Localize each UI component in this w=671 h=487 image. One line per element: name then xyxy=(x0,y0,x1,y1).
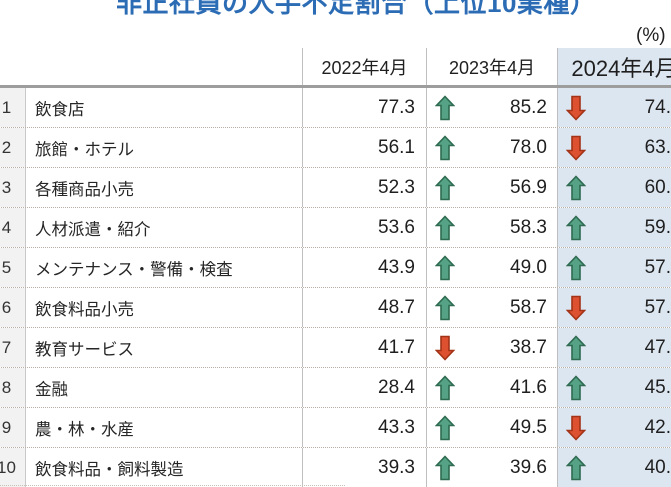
column-header-2023: 2023年4月 xyxy=(426,48,557,85)
industry-name-cell: 飲食店 xyxy=(25,88,302,127)
rank-cell: 1 xyxy=(0,88,25,127)
trend-up-icon xyxy=(566,334,586,361)
trend-up-icon xyxy=(566,454,586,481)
rank-cell: 2 xyxy=(0,128,25,167)
rank-cell: 3 xyxy=(0,168,25,207)
table-row: 6 飲食料品小売 48.7 58.7 57. xyxy=(0,287,671,327)
industry-name-cell: メンテナンス・警備・検査 xyxy=(25,248,302,287)
trend-up-icon xyxy=(435,254,455,281)
industry-name-cell: 教育サービス xyxy=(25,328,302,367)
table-row: 5 メンテナンス・警備・検査 43.9 49.0 57. xyxy=(0,247,671,287)
value-2023-cell: 56.9 xyxy=(426,168,557,207)
rank-cell: 10 xyxy=(0,448,25,487)
value-2023-cell: 85.2 xyxy=(426,88,557,127)
column-header-2024: 2024年4月 xyxy=(557,48,671,85)
value-2024-cell: 63. xyxy=(557,128,671,167)
value-2022-cell: 56.1 xyxy=(302,128,426,167)
value-2023-cell: 49.0 xyxy=(426,248,557,287)
page-title: 非正社員の人手不足割合（上位10業種） xyxy=(116,0,597,18)
value-2024-cell: 74. xyxy=(557,88,671,127)
table-body: 1 飲食店 77.3 85.2 74. 2 旅館・ホテル 56.1 78.0 6 xyxy=(0,85,671,487)
value-2022-cell: 77.3 xyxy=(302,88,426,127)
trend-up-icon xyxy=(566,174,586,201)
industry-name-cell: 各種商品小売 xyxy=(25,168,302,207)
trend-up-icon xyxy=(566,214,586,241)
trend-up-icon xyxy=(435,214,455,241)
trend-down-icon xyxy=(566,135,586,161)
table-header-row: 2022年4月 2023年4月 2024年4月 xyxy=(0,48,671,85)
industry-name-cell: 人材派遣・紹介 xyxy=(25,208,302,247)
shortage-table: 2022年4月 2023年4月 2024年4月 1 飲食店 77.3 85.2 … xyxy=(0,48,671,487)
value-2022-cell: 52.3 xyxy=(302,168,426,207)
column-header-2022: 2022年4月 xyxy=(302,48,426,85)
value-2023-cell: 49.5 xyxy=(426,408,557,447)
industry-name-cell: 農・林・水産 xyxy=(25,408,302,447)
trend-up-icon xyxy=(435,294,455,321)
rank-cell: 9 xyxy=(0,408,25,447)
value-2024-cell: 57. xyxy=(557,288,671,327)
value-2024-cell: 47. xyxy=(557,328,671,367)
value-2022-cell: 28.4 xyxy=(302,368,426,407)
value-2024-cell: 42. xyxy=(557,408,671,447)
value-2022-cell: 43.3 xyxy=(302,408,426,447)
unit-label: (%) xyxy=(636,25,666,46)
value-2023-cell: 38.7 xyxy=(426,328,557,367)
industry-name-cell: 飲食料品・飼料製造 xyxy=(25,448,302,487)
table-row: 1 飲食店 77.3 85.2 74. xyxy=(0,88,671,127)
table-row: 9 農・林・水産 43.3 49.5 42. xyxy=(0,407,671,447)
table-row: 10 飲食料品・飼料製造 39.3 39.6 40. xyxy=(0,447,671,487)
table-row: 7 教育サービス 41.7 38.7 47. xyxy=(0,327,671,367)
table-row: 3 各種商品小売 52.3 56.9 60. xyxy=(0,167,671,207)
value-2024-cell: 57. xyxy=(557,248,671,287)
industry-name-cell: 金融 xyxy=(25,368,302,407)
value-2022-cell: 39.3 xyxy=(302,448,426,487)
value-2024-cell: 60. xyxy=(557,168,671,207)
value-2022-cell: 53.6 xyxy=(302,208,426,247)
trend-down-icon xyxy=(566,415,586,441)
value-2023-cell: 78.0 xyxy=(426,128,557,167)
rank-cell: 4 xyxy=(0,208,25,247)
industry-name-cell: 飲食料品小売 xyxy=(25,288,302,327)
trend-up-icon xyxy=(435,414,455,441)
trend-down-icon xyxy=(435,335,455,361)
trend-up-icon xyxy=(566,374,586,401)
value-2023-cell: 41.6 xyxy=(426,368,557,407)
trend-up-icon xyxy=(435,134,455,161)
value-2024-cell: 45. xyxy=(557,368,671,407)
trend-up-icon xyxy=(435,94,455,121)
table-row: 8 金融 28.4 41.6 45. xyxy=(0,367,671,407)
value-2022-cell: 43.9 xyxy=(302,248,426,287)
trend-up-icon xyxy=(435,454,455,481)
trend-up-icon xyxy=(566,254,586,281)
value-2024-cell: 59. xyxy=(557,208,671,247)
value-2022-cell: 41.7 xyxy=(302,328,426,367)
header-spacer xyxy=(0,48,302,85)
trend-up-icon xyxy=(435,174,455,201)
rank-cell: 6 xyxy=(0,288,25,327)
rank-cell: 5 xyxy=(0,248,25,287)
industry-name-cell: 旅館・ホテル xyxy=(25,128,302,167)
cropped-footnote-divider xyxy=(0,485,345,486)
value-2023-cell: 39.6 xyxy=(426,448,557,487)
value-2022-cell: 48.7 xyxy=(302,288,426,327)
table-row: 2 旅館・ホテル 56.1 78.0 63. xyxy=(0,127,671,167)
trend-down-icon xyxy=(566,95,586,121)
value-2023-cell: 58.3 xyxy=(426,208,557,247)
value-2023-cell: 58.7 xyxy=(426,288,557,327)
rank-cell: 8 xyxy=(0,368,25,407)
rank-cell: 7 xyxy=(0,328,25,367)
value-2024-cell: 40. xyxy=(557,448,671,487)
trend-up-icon xyxy=(435,374,455,401)
trend-down-icon xyxy=(566,295,586,321)
table-row: 4 人材派遣・紹介 53.6 58.3 59. xyxy=(0,207,671,247)
